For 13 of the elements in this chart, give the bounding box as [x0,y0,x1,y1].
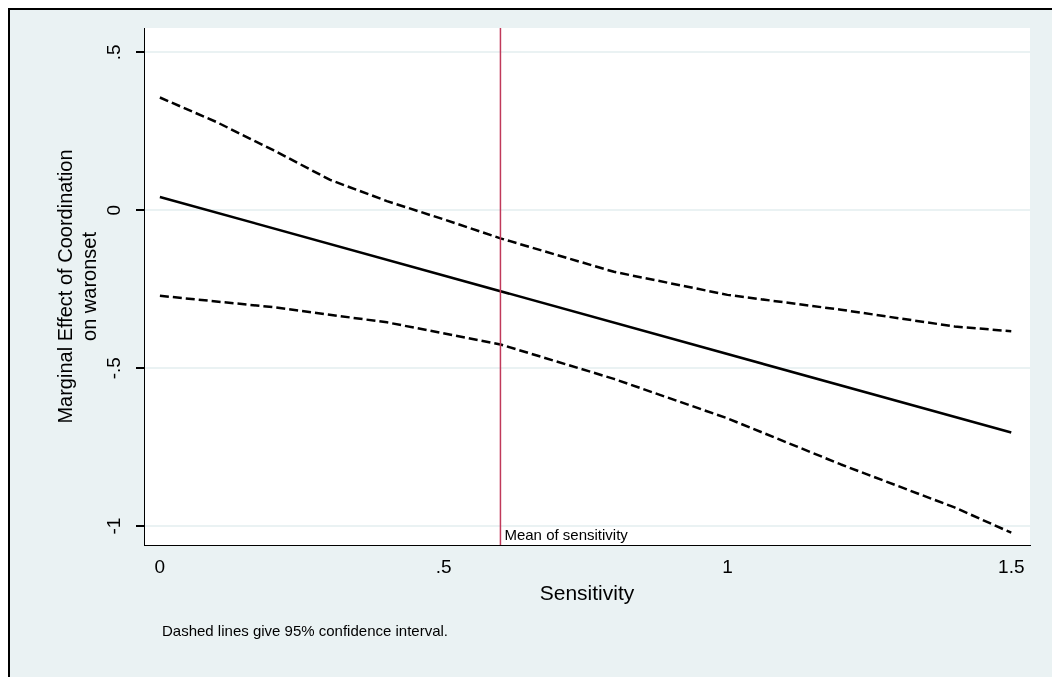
x-tick-label: 1.5 [998,555,1025,577]
y-tick-label: -.5 [102,357,124,380]
ref-line-label: Mean of sensitivity [504,525,629,543]
y-tick-label: .5 [102,44,124,61]
text: Dashed lines give 95% confidence interval. [162,622,449,639]
y-tick-label: 0 [102,204,124,216]
x-tick-label: 1 [722,555,733,577]
x-tick-label: .5 [435,555,452,577]
y-tick-label: -1 [102,517,124,535]
y-axis-title: Marginal Effect of Coordination on waronset [53,149,100,424]
x-axis-title: Sensitivity [539,581,635,605]
line-series [158,96,1013,333]
x-tick-label: 0 [154,555,166,577]
